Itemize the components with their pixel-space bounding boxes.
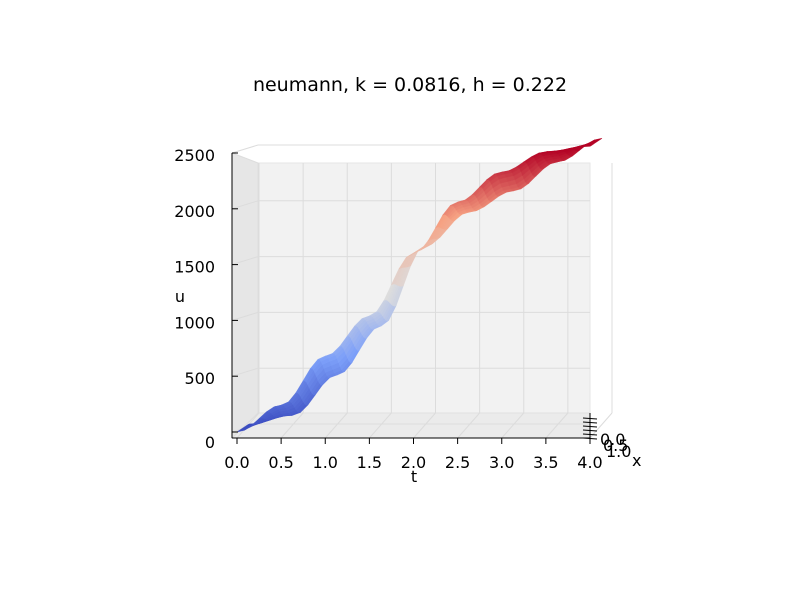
- x-axis-label: x: [632, 451, 641, 470]
- surface-patch-383: [581, 144, 593, 148]
- t-tick-label-4: 2.0: [401, 453, 426, 472]
- gridline-u-side-2: [231, 311, 259, 321]
- x-tick-mark-3: [582, 429, 598, 432]
- side-pane: [231, 152, 259, 440]
- x-tick-label-2: 1.0: [606, 442, 631, 461]
- x-tick-mark-4: [582, 433, 598, 436]
- x-tick-mark-0: [582, 417, 598, 420]
- floor-pane: [230, 412, 591, 439]
- u-tick-label-4: 2000: [174, 202, 215, 221]
- u-tick-label-5: 2500: [174, 146, 215, 165]
- t-tick-label-7: 3.5: [533, 453, 558, 472]
- axis-lines: [231, 153, 591, 439]
- u-tick-label-3: 1500: [174, 258, 215, 277]
- x-tick-label-0: 0.0: [600, 430, 625, 449]
- gridline-t-floor-3: [368, 412, 392, 439]
- axes-panes: [230, 152, 591, 440]
- x-tick-mark-2: [582, 425, 598, 428]
- u-axis-ticks: 0 500 1000 1500 2000 2500: [174, 146, 238, 452]
- u-tick-label-0: 0: [205, 433, 215, 452]
- t-axis-ticks: 0.0 0.5 1.0 1.5 2.0 2.5 3.0 3.5 4.0: [224, 438, 603, 472]
- gridline-t-floor-4: [413, 412, 436, 439]
- x-axis-ticks: 0.00.51.0: [582, 417, 631, 461]
- gridline-t-floor-5: [457, 412, 481, 439]
- t-axis-label: t: [411, 467, 417, 486]
- gridline-t-floor-8: [589, 412, 613, 439]
- t-tick-label-5: 2.5: [445, 453, 470, 472]
- gridline-t-floor-1: [280, 412, 304, 439]
- grid-lines: [231, 144, 613, 439]
- gridline-t-floor-6: [501, 412, 525, 439]
- gridline-u-side-4: [231, 200, 259, 210]
- u-tick-label-2: 1000: [174, 313, 215, 332]
- t-tick-label-2: 1.0: [313, 453, 338, 472]
- x-tick-mark-1: [582, 421, 598, 424]
- u-tick-label-1: 500: [184, 369, 215, 388]
- gridline-u-side-3: [231, 256, 259, 266]
- gridline-t-floor-2: [324, 412, 348, 439]
- x-tick-mark-5: [582, 437, 598, 440]
- surface-plot: [236, 138, 603, 433]
- t-tick-label-1: 0.5: [268, 453, 293, 472]
- gridline-u-side-1: [231, 367, 259, 377]
- t-tick-label-3: 1.5: [357, 453, 382, 472]
- u-axis-label: u: [175, 287, 185, 306]
- x-tick-label-1: 0.5: [603, 436, 628, 455]
- t-tick-label-0: 0.0: [224, 453, 249, 472]
- t-tick-label-8: 4.0: [577, 453, 602, 472]
- gridline-t-floor-7: [545, 412, 569, 439]
- t-tick-label-6: 3.0: [489, 453, 514, 472]
- chart-title: neumann, k = 0.0816, h = 0.222: [253, 74, 567, 96]
- gridline-u-side-5: [231, 144, 259, 154]
